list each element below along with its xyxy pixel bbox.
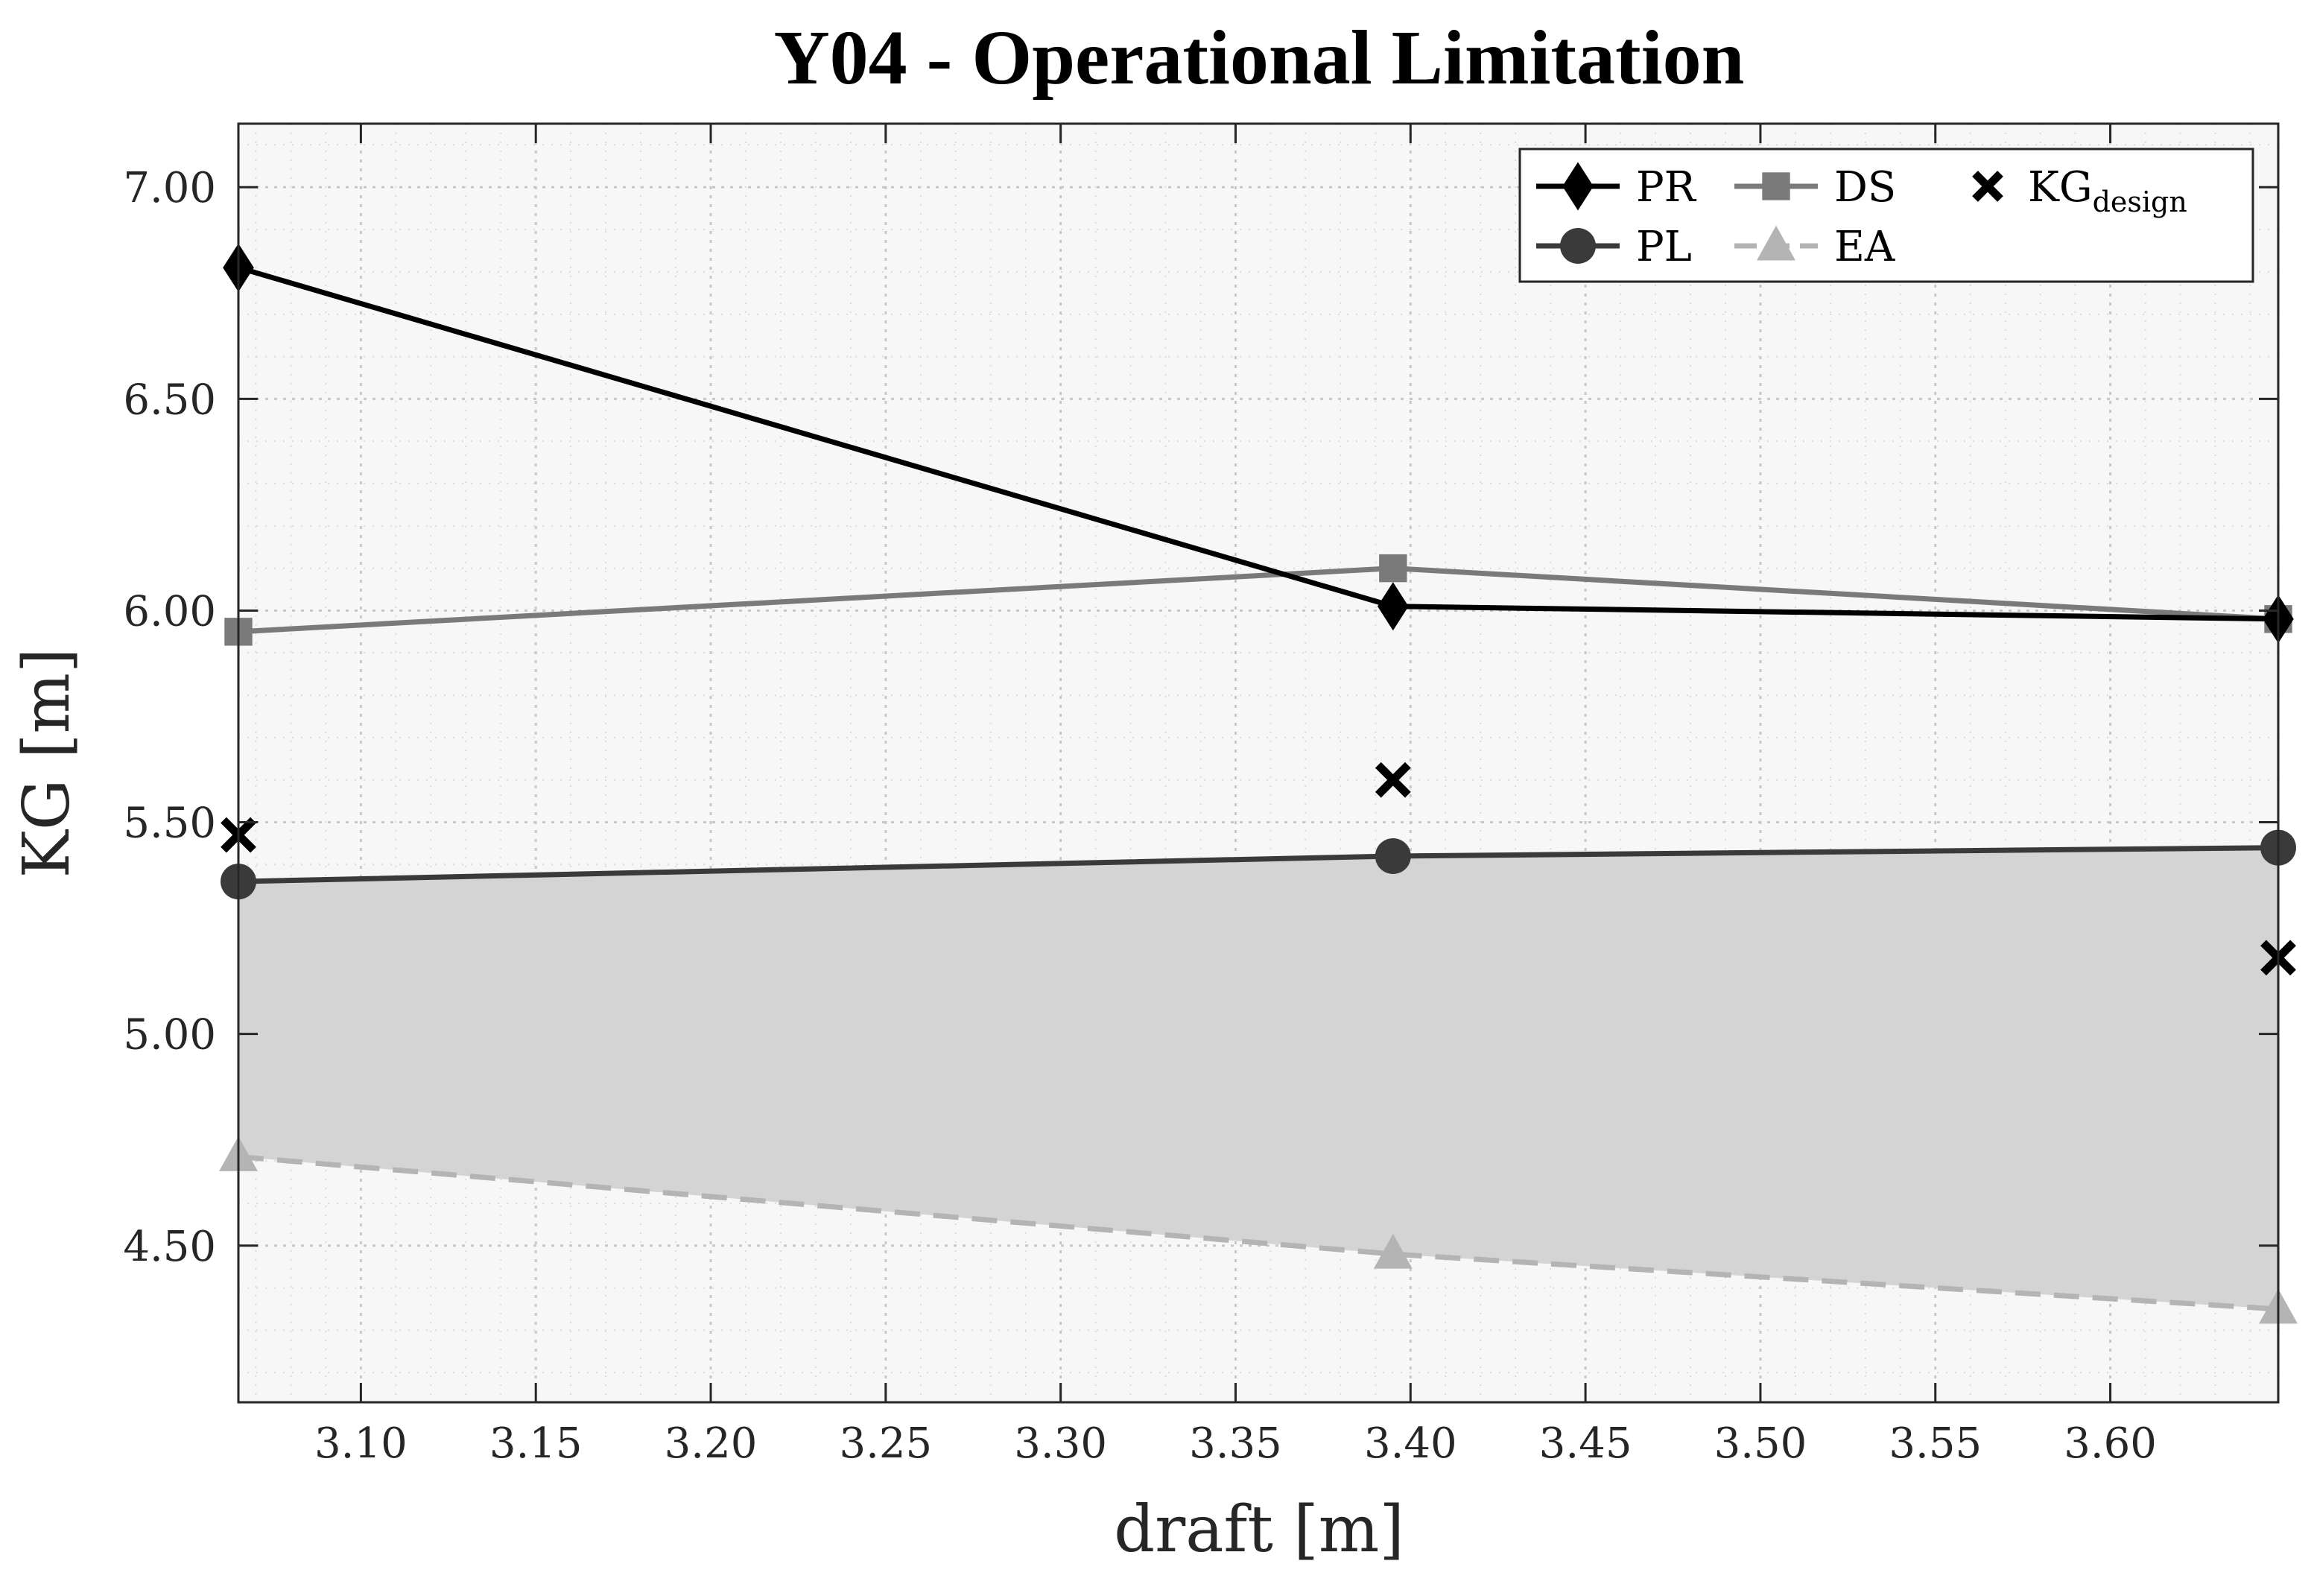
y-tick-label: 5.50 xyxy=(123,799,216,848)
y-tick-label: 6.50 xyxy=(123,376,216,424)
data-point-kg-design xyxy=(1375,761,1411,798)
legend-label: PR xyxy=(1636,163,1697,212)
data-point-ds xyxy=(1379,554,1407,583)
data-point-ea xyxy=(1373,1233,1413,1269)
x-tick-label: 3.45 xyxy=(1539,1419,1632,1468)
y-tick-label: 5.00 xyxy=(123,1011,216,1060)
x-tick-label: 3.50 xyxy=(1714,1419,1807,1468)
y-tick-label: 6.00 xyxy=(123,587,216,636)
x-tick-label: 3.55 xyxy=(1889,1419,1982,1468)
shaded-region xyxy=(238,847,2278,1309)
chart-title: Y04 - Operational Limitation xyxy=(774,15,1745,101)
series-layer xyxy=(219,243,2298,1324)
x-tick-label: 3.30 xyxy=(1014,1419,1107,1468)
legend-entry-ea: EA xyxy=(1734,223,1895,271)
plot-frame xyxy=(237,122,2280,1404)
legend-marker xyxy=(1762,172,1790,200)
legend-label: PL xyxy=(1636,223,1692,271)
series-pr xyxy=(223,243,2294,644)
legend-entry-pr: PR xyxy=(1536,162,1697,212)
legend-label: DS xyxy=(1834,163,1896,212)
legend-marker xyxy=(1560,228,1596,264)
legend-label-subscript: design xyxy=(2093,186,2187,218)
data-point-pl xyxy=(1375,838,1411,875)
legend-box xyxy=(1518,148,2254,283)
y-tick-label: 4.50 xyxy=(123,1223,216,1271)
y-axis-label: KG [m] xyxy=(10,648,84,878)
ticks: 3.10 3.15 3.20 3.25 3.30 3.35 3.40 3.45 3.50 3.55… xyxy=(123,124,2278,1468)
legend-marker xyxy=(1757,225,1795,261)
x-tick-label: 3.60 xyxy=(2064,1419,2157,1468)
series-line-ea xyxy=(238,1153,2279,1312)
data-point-pr xyxy=(1378,582,1409,631)
x-tick-label: 3.20 xyxy=(665,1419,758,1468)
legend-label: EA xyxy=(1834,223,1895,271)
x-axis-label: draft [m] xyxy=(1114,1492,1404,1567)
legend-entry-pl: PL xyxy=(1536,223,1692,271)
x-tick-label: 3.35 xyxy=(1189,1419,1282,1468)
legend-marker xyxy=(1562,162,1594,211)
y-tick-label: 7.00 xyxy=(123,164,216,212)
x-tick-label: 3.40 xyxy=(1364,1419,1457,1468)
legend-marker xyxy=(1972,171,2003,202)
legend-entry-ds: DS xyxy=(1734,163,1896,212)
x-tick-label: 3.10 xyxy=(314,1419,408,1468)
x-tick-label: 3.15 xyxy=(489,1419,583,1468)
x-tick-label: 3.25 xyxy=(839,1419,932,1468)
